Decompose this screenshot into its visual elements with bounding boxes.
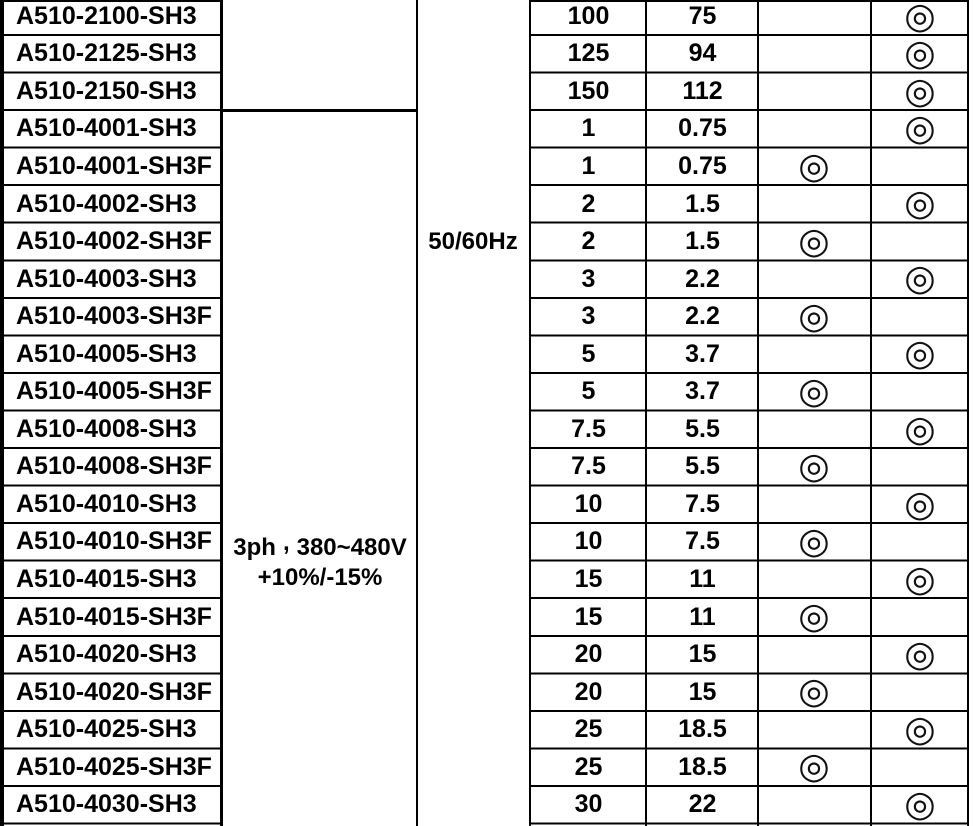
row-spacer (224, 748, 530, 786)
table-row: A510-2100-SH3 100 75 ◎ (0, 0, 970, 35)
kw-cell: 75 (688, 1, 717, 30)
column-divider-voltage-frequency (416, 0, 418, 826)
row-spacer (224, 711, 530, 749)
standard-mark-cell: ◎ (904, 0, 936, 36)
row-spacer (224, 598, 530, 636)
row-spacer (224, 636, 530, 674)
filter-mark-cell (758, 0, 870, 35)
model-cell: A510-2100-SH3 (16, 1, 197, 30)
hp-cell: 100 (567, 1, 610, 30)
voltage-section-divider (220, 109, 418, 112)
voltage-tolerance: +10%/-15% (257, 564, 383, 591)
row-spacer (224, 298, 530, 336)
row-spacer (224, 673, 530, 711)
row-spacer (224, 110, 530, 148)
voltage-spec-cell: 3ph, 380~480V +10%/-15% (223, 529, 417, 593)
row-spacer (224, 185, 530, 223)
voltage-separator: , (282, 529, 290, 556)
row-spacer (224, 0, 530, 35)
voltage-range: 380~480V (296, 534, 407, 561)
voltage-phase: 3ph (233, 534, 276, 561)
row-spacer (224, 73, 530, 111)
row-spacer (224, 335, 530, 373)
frequency-cell: 50/60Hz (428, 228, 518, 255)
row-spacer (224, 35, 530, 73)
row-spacer (224, 486, 530, 524)
row-spacer (224, 448, 530, 486)
row-lines-model-column (0, 34, 223, 826)
row-spacer (224, 786, 530, 824)
row-lines-data-columns (529, 34, 969, 826)
row-spacer (224, 411, 530, 449)
row-spacer (224, 260, 530, 298)
row-spacer (224, 373, 530, 411)
row-spacer (224, 148, 530, 186)
top-border-data-columns (529, 0, 969, 2)
top-border-model-column (0, 0, 223, 2)
voltage-line-1: 3ph, 380~480V (223, 529, 417, 563)
